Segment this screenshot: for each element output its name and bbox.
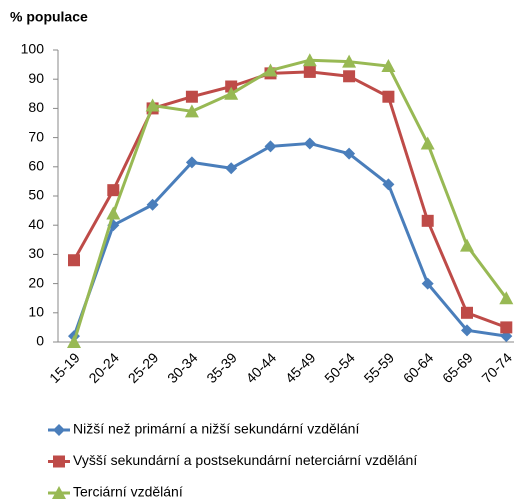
data-point [225, 80, 238, 93]
data-point [420, 136, 435, 150]
x-tick-label: 35-39 [203, 349, 240, 386]
x-tick-label: 25-29 [125, 349, 162, 386]
data-point [225, 162, 238, 175]
data-point [264, 140, 277, 153]
data-point [184, 104, 199, 118]
data-point [106, 206, 121, 220]
y-tick-label: 0 [36, 333, 44, 349]
x-tick-label: 40-44 [243, 349, 280, 386]
y-tick-label: 50 [28, 187, 44, 203]
series-line [72, 58, 508, 343]
x-tick-label: 65-69 [439, 349, 476, 386]
x-tick-label: 20-24 [85, 349, 122, 386]
data-point [500, 321, 513, 334]
data-point [303, 65, 316, 78]
chart-title: % populace [10, 9, 88, 25]
data-point [185, 90, 198, 103]
data-point [382, 178, 395, 191]
data-point [263, 63, 278, 77]
data-point [421, 277, 434, 290]
data-point [342, 54, 357, 68]
data-point [224, 86, 239, 100]
data-point [68, 254, 80, 267]
y-tick-label: 20 [28, 274, 44, 290]
data-point [343, 70, 356, 83]
y-tick-label: 60 [28, 158, 44, 174]
data-point [461, 324, 473, 337]
y-tick-label: 100 [21, 41, 45, 57]
data-point [421, 214, 434, 227]
x-tick-label: 55-59 [361, 349, 398, 386]
legend-marker [53, 455, 65, 468]
x-tick-label: 15-19 [46, 349, 83, 386]
x-tick-label: 50-54 [321, 349, 358, 386]
data-point [499, 291, 514, 305]
data-point [67, 335, 81, 348]
data-point [107, 184, 120, 197]
x-tick-label: 45-49 [282, 349, 319, 386]
data-point [460, 238, 474, 252]
data-point [146, 198, 159, 211]
y-tick-label: 10 [28, 304, 44, 320]
x-tick-label: 30-34 [164, 349, 201, 386]
x-tick-label: 70-74 [478, 349, 515, 386]
data-point [185, 156, 198, 169]
data-point [302, 53, 317, 67]
legend-marker [52, 486, 66, 499]
legend-label: Vyšší sekundární a postsekundární neterc… [73, 452, 417, 468]
y-tick-label: 80 [28, 99, 44, 115]
y-tick-label: 40 [28, 216, 44, 232]
y-tick-label: 30 [28, 245, 44, 261]
series-line [72, 70, 507, 329]
y-tick-label: 90 [28, 70, 44, 86]
data-point [145, 98, 160, 112]
data-point [343, 147, 356, 160]
legend-label: Terciární vzdělání [73, 484, 183, 500]
data-point [461, 306, 473, 319]
legend-label: Nižší než primární a nižší sekundární vz… [73, 421, 359, 437]
data-point [381, 59, 396, 73]
data-point [303, 137, 316, 150]
x-tick-label: 60-64 [400, 349, 437, 386]
series-line [72, 141, 507, 338]
data-point [382, 90, 395, 103]
legend-marker [53, 424, 65, 436]
y-tick-label: 70 [28, 128, 44, 144]
